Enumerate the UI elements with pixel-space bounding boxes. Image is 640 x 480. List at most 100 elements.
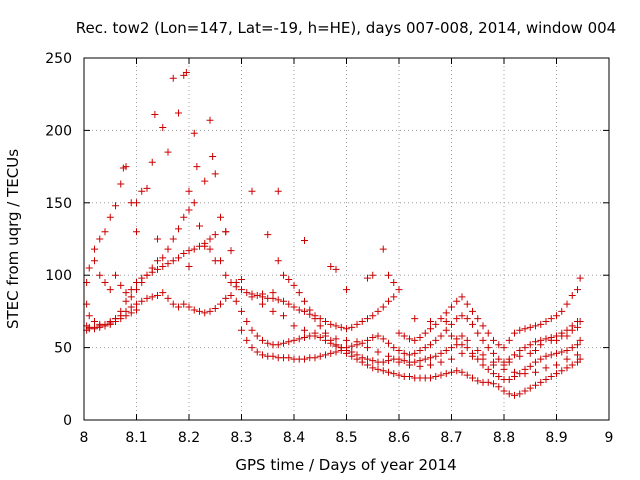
data-point <box>138 297 146 305</box>
data-point <box>526 323 534 331</box>
data-point <box>343 336 350 344</box>
data-point <box>379 367 387 375</box>
data-point <box>274 341 282 349</box>
data-point <box>91 323 98 331</box>
data-point <box>206 116 214 124</box>
x-tick-label: 8.6 <box>388 430 410 446</box>
data-point <box>211 305 219 313</box>
data-point <box>180 300 188 308</box>
data-point <box>421 344 429 352</box>
data-point <box>379 303 387 311</box>
data-point <box>238 276 245 284</box>
data-point <box>385 368 392 376</box>
grid <box>84 58 609 420</box>
y-tick-labels: 0 50 100 150 200 250 <box>45 51 72 429</box>
data-point <box>427 361 434 369</box>
data-point <box>206 235 214 243</box>
data-point <box>117 315 125 323</box>
data-point <box>180 249 188 257</box>
data-point <box>343 325 350 333</box>
data-point <box>553 312 560 320</box>
data-point <box>369 364 377 372</box>
data-point <box>448 355 455 363</box>
data-point <box>185 247 193 255</box>
data-point <box>374 332 382 340</box>
data-point <box>432 320 440 328</box>
data-point <box>500 344 508 352</box>
data-point <box>458 312 466 320</box>
plot-frame <box>83 57 610 421</box>
data-point <box>259 300 266 308</box>
data-point <box>390 293 398 301</box>
data-point <box>348 352 356 360</box>
data-point <box>332 335 340 343</box>
data-point <box>458 341 466 349</box>
data-point <box>364 274 371 282</box>
x-tick-label: 8.2 <box>178 430 200 446</box>
data-point <box>269 352 277 360</box>
data-point <box>206 307 214 315</box>
data-point <box>532 338 539 346</box>
data-point <box>406 351 413 359</box>
data-point <box>185 206 193 214</box>
x-tick-label: 9 <box>605 430 614 446</box>
data-point <box>164 260 172 268</box>
data-point <box>259 351 266 359</box>
data-point <box>379 335 387 343</box>
data-point <box>133 286 140 294</box>
data-point <box>511 329 518 337</box>
data-point <box>526 384 534 392</box>
data-point <box>122 163 130 171</box>
data-point <box>500 365 508 373</box>
data-point <box>453 367 461 375</box>
data-point <box>269 289 277 297</box>
data-point <box>416 362 424 370</box>
data-point <box>290 322 298 330</box>
data-point <box>301 297 308 305</box>
data-point <box>474 315 482 323</box>
data-point <box>143 271 151 279</box>
data-point <box>143 294 151 302</box>
data-point <box>521 344 529 352</box>
data-point <box>516 390 524 398</box>
data-point <box>469 307 476 315</box>
data-point <box>526 362 534 370</box>
data-point <box>490 336 497 344</box>
data-point <box>400 357 408 365</box>
data-point <box>274 296 282 304</box>
data-point <box>301 355 308 363</box>
data-point <box>521 370 529 378</box>
data-point <box>537 355 545 363</box>
data-point <box>243 336 251 344</box>
data-point <box>248 187 256 195</box>
data-point <box>442 326 450 334</box>
data-point <box>406 373 413 381</box>
data-point <box>532 381 539 389</box>
data-point <box>185 303 193 311</box>
data-point <box>442 346 450 354</box>
data-point <box>395 358 403 366</box>
data-point <box>379 358 387 366</box>
data-point <box>576 318 584 326</box>
data-point <box>558 367 566 375</box>
data-point <box>248 326 256 334</box>
data-point <box>148 158 156 166</box>
data-point <box>411 358 419 366</box>
x-tick-label: 8.8 <box>493 430 515 446</box>
data-point <box>542 364 550 372</box>
data-point <box>164 148 172 156</box>
data-point <box>159 124 167 132</box>
data-point <box>217 300 224 308</box>
data-point <box>479 355 487 363</box>
y-tick-label: 100 <box>45 268 72 284</box>
data-point <box>437 332 445 340</box>
data-point <box>358 339 366 347</box>
data-point <box>395 329 403 337</box>
data-point <box>169 300 177 308</box>
chart-title: Rec. tow2 (Lon=147, Lat=-19, h=HE), days… <box>76 19 616 37</box>
data-point <box>553 361 560 369</box>
data-point <box>537 341 545 349</box>
data-point <box>227 247 235 255</box>
data-point <box>421 355 429 363</box>
data-point <box>301 333 308 341</box>
